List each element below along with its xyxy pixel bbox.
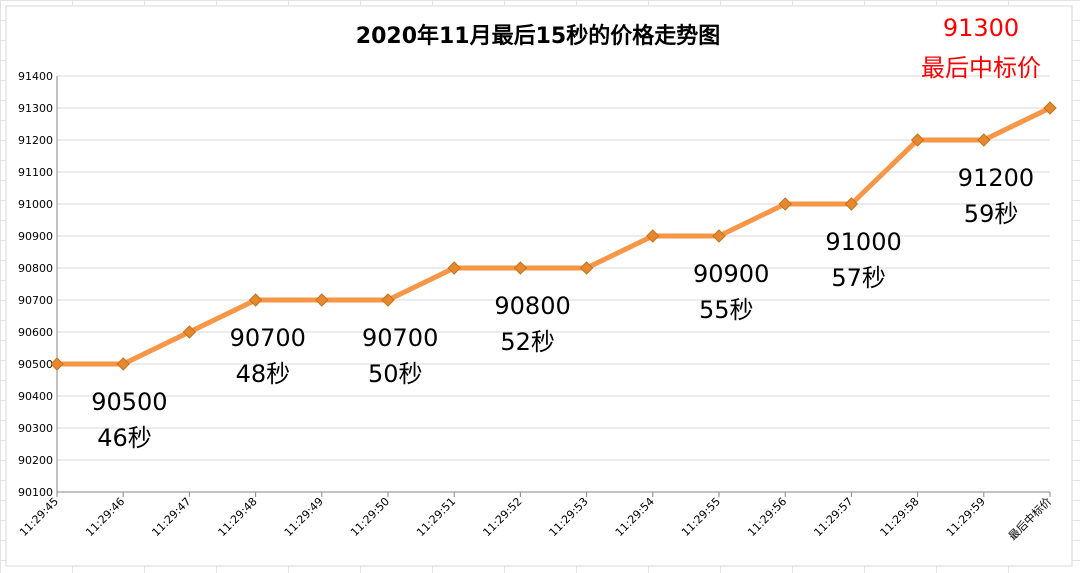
data-point-marker (910, 133, 925, 147)
y-tick-label: 90400 (18, 390, 53, 403)
y-tick-label: 91400 (18, 70, 53, 83)
series-layer (50, 101, 1057, 371)
data-point-marker (646, 229, 660, 243)
data-point-marker (315, 293, 329, 307)
axes (56, 76, 1050, 493)
data-point-marker (844, 197, 859, 211)
annotation-value: 90700 (362, 324, 438, 352)
data-point-marker (977, 133, 991, 147)
data-point-marker (116, 357, 130, 371)
annotation-value: 91000 (825, 228, 901, 256)
annotation-label: 50秒 (368, 360, 423, 388)
y-axis-ticks: 90100 90200 90300 90400 90500 90600 90700 90800… (18, 70, 53, 499)
data-point-marker (248, 293, 263, 307)
annotation-label: 57秒 (831, 264, 886, 292)
y-tick-label: 90800 (18, 262, 53, 275)
chart-title: 2020年11月最后15秒的价格走势图 (356, 23, 720, 49)
series-line (57, 105, 1052, 367)
y-tick-label: 90200 (18, 454, 53, 467)
y-tick-label: 90500 (18, 358, 53, 371)
annotation-label: 55秒 (699, 296, 754, 324)
data-point-marker (50, 357, 64, 371)
y-tick-label: 90300 (18, 422, 53, 435)
annotation-label: 最后中标价 (921, 54, 1041, 82)
chart-area (5, 5, 1073, 567)
annotation-value: 90500 (91, 388, 167, 416)
y-tick-label: 91100 (18, 166, 53, 179)
data-point-marker (381, 293, 395, 307)
y-tick-label: 91300 (18, 102, 53, 115)
annotation-value: 90900 (693, 260, 769, 288)
annotation-value: 91300 (943, 14, 1019, 42)
data-point-marker (182, 325, 197, 339)
annotation-label: 59秒 (964, 200, 1019, 228)
y-tick-label: 91200 (18, 134, 53, 147)
annotation-label: 46秒 (97, 424, 152, 452)
annotation-label: 52秒 (500, 328, 555, 356)
annotation-value: 90700 (230, 324, 306, 352)
data-point-marker (778, 197, 792, 211)
y-tick-label: 90900 (18, 230, 53, 243)
data-point-marker (579, 261, 594, 275)
data-point-marker (447, 261, 461, 275)
data-point-marker (712, 229, 726, 243)
y-tick-label: 91000 (18, 198, 53, 211)
annotations-layer: 90500 46秒 90700 48秒 90700 50秒 90800 52秒 90900 55秒… (91, 14, 1041, 452)
data-point-marker (1043, 101, 1057, 115)
annotation-value: 90800 (494, 292, 570, 320)
y-tick-label: 90700 (18, 294, 53, 307)
y-tick-label: 90100 (18, 486, 53, 499)
data-point-marker (513, 261, 528, 275)
y-tick-label: 90600 (18, 326, 53, 339)
annotation-value: 91200 (958, 164, 1034, 192)
annotation-label: 48秒 (236, 360, 291, 388)
